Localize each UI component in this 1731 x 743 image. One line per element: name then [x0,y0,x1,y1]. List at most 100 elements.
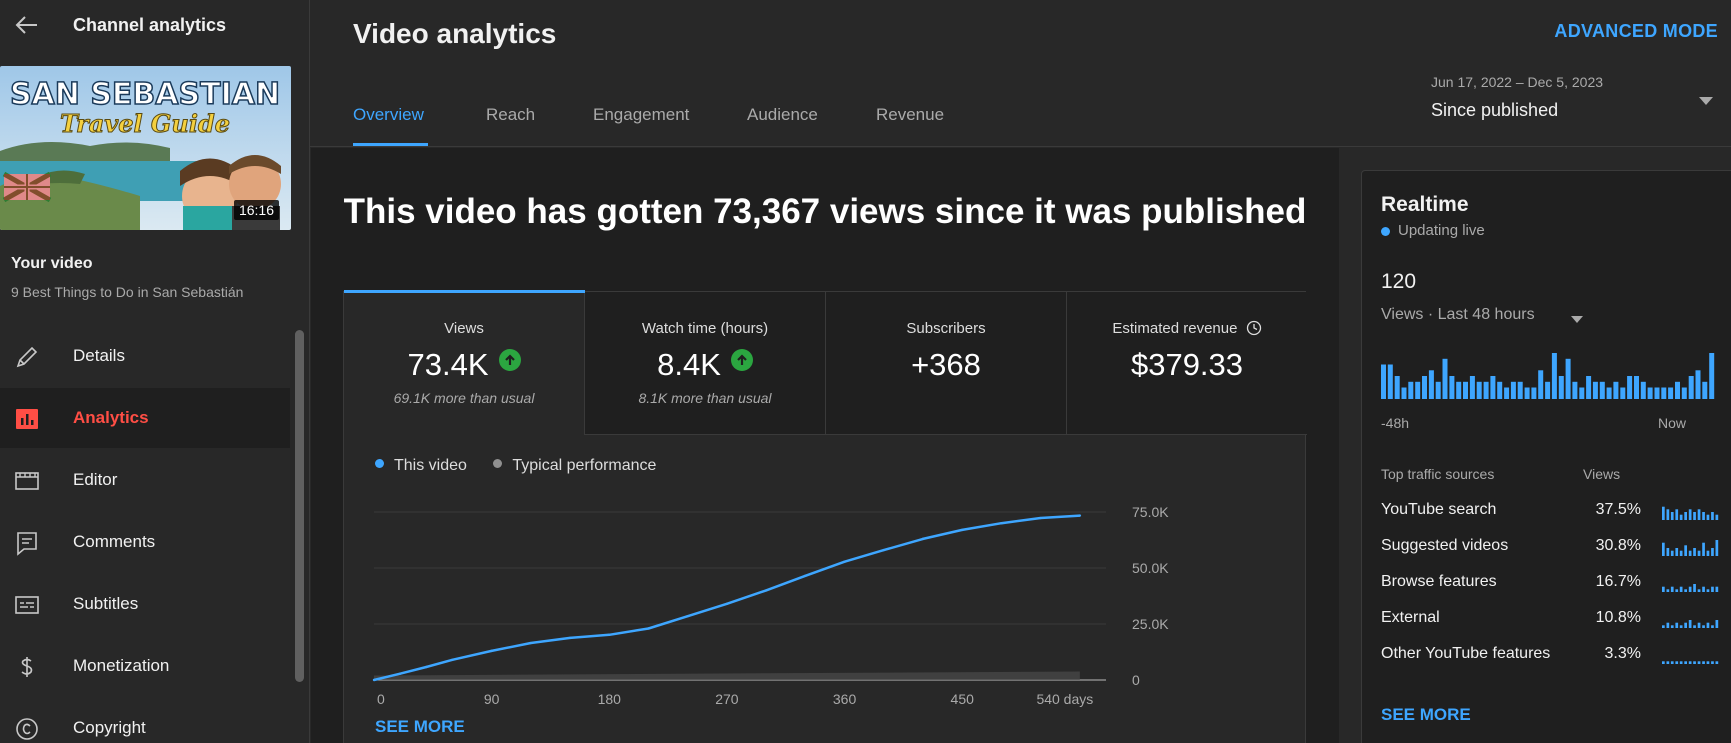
sparkline-bar [1715,620,1719,628]
sparkline-bar [1670,661,1674,664]
realtime-bar [1469,376,1475,399]
traffic-source-row[interactable]: YouTube search 37.5% [1381,501,1731,525]
traffic-source-name: Browse features [1381,573,1497,590]
sparkline-bar [1666,509,1670,520]
sparkline-bar [1670,625,1674,628]
realtime-bar [1709,353,1715,399]
this-video-point [490,649,493,653]
traffic-source-pct: 10.8% [1595,609,1641,626]
realtime-count: 120 [1381,270,1417,293]
realtime-bar-chart[interactable] [1381,351,1721,399]
sparkline-bar [1675,622,1679,628]
sparkline-bar [1666,622,1670,628]
tab-overview[interactable]: Overview [353,105,424,124]
traffic-sparkline [1662,620,1719,628]
traffic-source-row[interactable]: Other YouTube features 3.3% [1381,645,1731,669]
metric-watch-time[interactable]: Watch time (hours) 8.4K 8.1K more than u… [585,292,826,435]
realtime-bar [1456,381,1462,399]
sparkline-bar [1666,548,1670,556]
sidebar-item-label: Details [73,346,125,365]
legend-dot-typical [493,459,503,468]
realtime-bar [1606,387,1612,399]
sidebar-scrollbar[interactable] [295,330,304,682]
video-thumbnail[interactable]: SAN SEBASTIAN Travel Guide 16:16 [0,66,291,230]
realtime-see-more-button[interactable]: SEE MORE [1381,705,1471,724]
realtime-bar [1551,353,1557,399]
traffic-source-pct: 16.7% [1595,573,1641,590]
traffic-source-name: Other YouTube features [1381,645,1551,662]
sidebar-item-monetization[interactable]: Monetization [0,636,290,696]
metric-label-text: Estimated revenue [1112,320,1238,337]
video-title[interactable]: 9 Best Things to Do in San Sebastián [11,284,244,300]
realtime-bar [1592,381,1598,399]
tab-engagement[interactable]: Engagement [593,105,690,124]
views-chart[interactable]: 0 25.0K 50.0K 75.0K 0 90 180 270 360 450 540 days [344,482,1306,712]
metric-subscribers[interactable]: Subscribers +368 [826,292,1067,435]
metric-value-text: 8.4K [657,347,721,382]
date-period-label[interactable]: Since published [1431,100,1559,120]
this-video-point [398,672,402,675]
sidebar-item-copyright[interactable]: Copyright [0,698,290,743]
sidebar-item-analytics[interactable]: Analytics [0,388,290,448]
traffic-source-name: External [1381,609,1440,626]
y-tick-label: 0 [1132,672,1140,688]
video-duration: 16:16 [233,200,279,220]
this-video-point [686,614,689,618]
trend-up-icon [730,349,753,371]
tab-audience[interactable]: Audience [747,105,818,124]
realtime-metric-selector[interactable]: Views · Last 48 hours [1381,306,1535,323]
sparkline-bar [1693,512,1696,520]
page-title: Video analytics [353,18,557,49]
chart-legend: This video Typical performance [375,457,656,475]
dropdown-caret-icon[interactable] [1697,94,1715,106]
traffic-source-row[interactable]: Suggested videos 30.8% [1381,537,1731,561]
sparkline-bar [1697,622,1701,628]
sparkline-bar [1670,586,1674,592]
realtime-bar [1497,381,1503,399]
sidebar-item-comments[interactable]: Comments [0,512,290,572]
sparkline-bar [1679,661,1683,664]
comment-icon [14,530,40,556]
realtime-bar [1428,370,1434,399]
sidebar-item-details[interactable]: Details [0,326,290,386]
metric-label: Estimated revenue [1067,320,1307,340]
tab-reach[interactable]: Reach [486,105,536,124]
sparkline-bar [1675,661,1679,664]
back-arrow-icon[interactable] [12,10,42,40]
date-range[interactable]: Jun 17, 2022 – Dec 5, 2023 [1431,74,1604,90]
metric-revenue[interactable]: Estimated revenue $379.33 [1067,292,1307,435]
metric-views[interactable]: Views 73.4K 69.1K more than usual [344,290,585,435]
advanced-mode-button[interactable]: ADVANCED MODE [1554,21,1718,41]
live-indicator-dot [1381,227,1390,236]
sparkline-bar [1697,661,1701,664]
this-video-point [451,658,454,662]
sparkline-bar [1711,625,1714,628]
sidebar-item-label: Editor [73,470,118,489]
sparkline-bar [1688,586,1692,592]
sparkline-bar [1706,550,1710,556]
sparkline-bar [1693,548,1696,556]
traffic-source-row[interactable]: External 10.8% [1381,609,1731,633]
realtime-status: Updating live [1398,222,1485,239]
x-tick-label: 180 [598,691,622,707]
realtime-bar [1524,387,1530,399]
sparkline-bar [1670,512,1674,520]
dropdown-caret-icon[interactable] [1570,311,1584,323]
tab-revenue[interactable]: Revenue [876,105,945,124]
sidebar-item-editor[interactable]: Editor [0,450,290,510]
sidebar-item-subtitles[interactable]: Subtitles [0,574,290,634]
sparkline-bar [1679,550,1683,556]
realtime-bar [1538,370,1544,399]
sparkline-bar [1715,540,1719,556]
traffic-sparkline [1662,584,1719,592]
realtime-bar [1517,381,1523,399]
see-more-button[interactable]: SEE MORE [375,717,465,736]
traffic-source-row[interactable]: Browse features 16.7% [1381,573,1731,597]
traffic-source-name: Suggested videos [1381,537,1509,554]
realtime-bar [1463,381,1468,399]
metric-label: Views [444,320,484,337]
realtime-bar [1634,376,1639,399]
this-video-point [1000,522,1003,525]
sparkline-bar [1688,620,1692,628]
x-tick-label: 540 days [1036,691,1093,707]
